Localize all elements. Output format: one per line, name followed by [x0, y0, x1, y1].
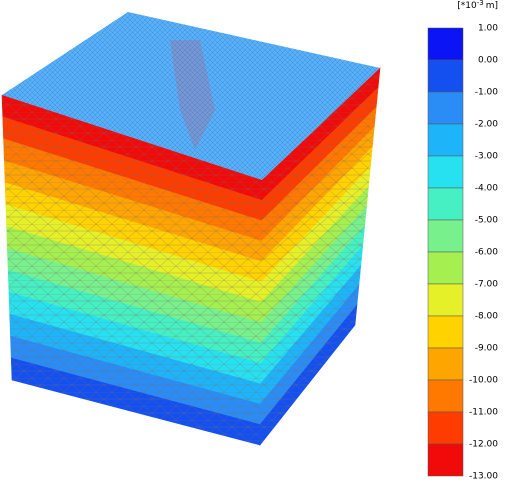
legend-label: -2.00: [475, 120, 499, 130]
top-face-shade: [170, 40, 215, 150]
legend-swatch: [427, 347, 464, 381]
legend-swatch: [427, 219, 464, 253]
legend-label: -1.00: [475, 88, 499, 98]
legend-label: -4.00: [475, 184, 499, 194]
legend-swatch: [427, 443, 464, 477]
legend-swatch: [427, 283, 464, 317]
legend-swatch: [427, 187, 464, 221]
legend-swatch: [427, 315, 464, 349]
legend-label: 1.00: [478, 24, 498, 34]
legend-swatch: [427, 27, 464, 61]
legend: [*10-3 m] 1.00 0.00 -1.00 -2.00 -3.00 -4.00 -5.…: [427, 0, 499, 482]
legend-label: -11.00: [469, 408, 498, 418]
unit-exponent: -3: [477, 0, 484, 7]
legend-label: -9.00: [475, 344, 499, 354]
unit-prefix: [*10: [457, 1, 477, 11]
left-face-mesh: [2, 95, 262, 445]
legend-swatch: [427, 59, 464, 93]
legend-swatch: [427, 411, 464, 445]
legend-label: -6.00: [475, 248, 499, 258]
legend-label: -5.00: [475, 216, 499, 226]
legend-swatch: [427, 379, 464, 413]
legend-swatch: [427, 91, 464, 125]
legend-label: -12.00: [469, 440, 498, 450]
legend-swatch: [427, 123, 464, 157]
legend-label: -7.00: [475, 280, 499, 290]
legend-label: -8.00: [475, 312, 499, 322]
legend-swatch: [427, 155, 464, 189]
legend-label: -13.00: [469, 472, 498, 482]
legend-swatch: [427, 251, 464, 285]
right-face-mesh: [260, 68, 380, 445]
legend-label: -10.00: [469, 376, 498, 386]
top-face-mesh: [2, 12, 380, 180]
legend-label: -3.00: [475, 152, 499, 162]
unit-suffix: m]: [486, 1, 498, 11]
legend-label: 0.00: [478, 56, 498, 66]
legend-unit: [*10-3 m]: [457, 0, 498, 11]
model-cube: [1, 12, 381, 446]
